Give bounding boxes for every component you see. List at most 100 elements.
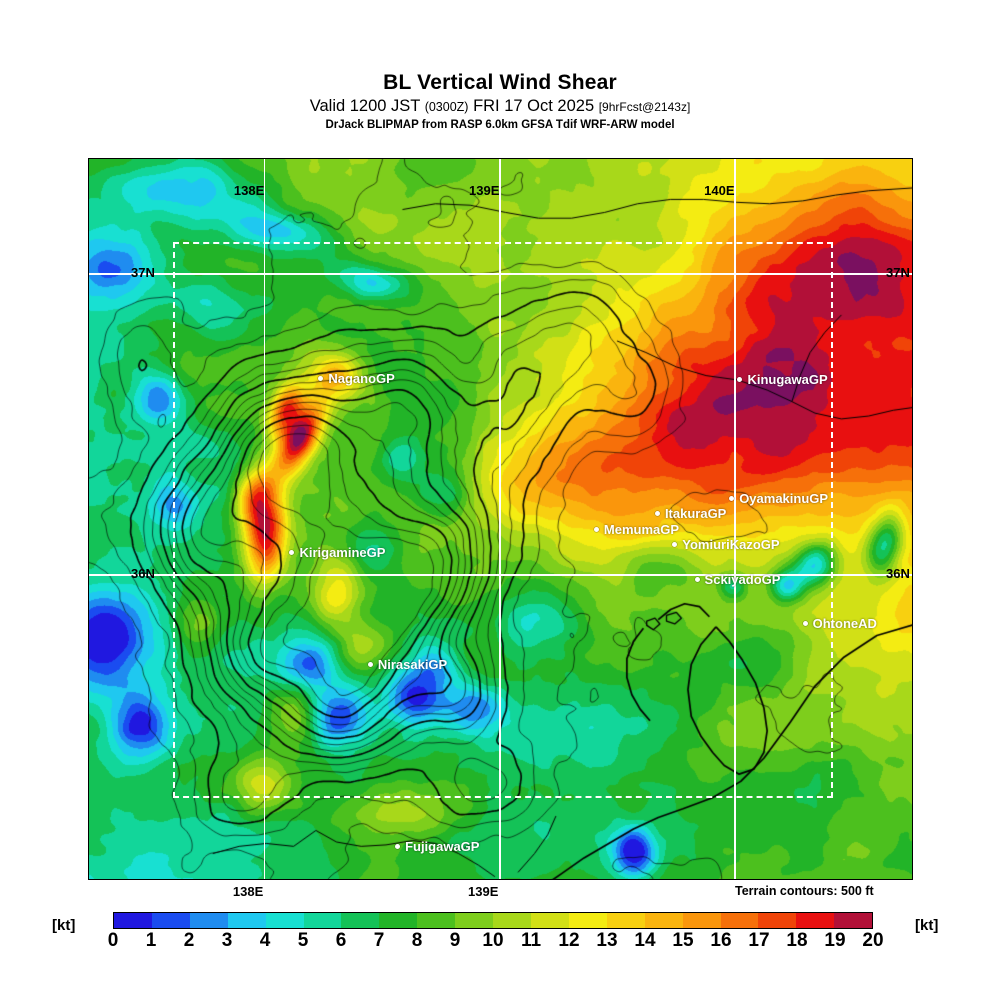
colorbar-tick-labels: 0 1 2 3 4 5 6 7 8 9 10 11 12 13 14 15 16 17 18 19 20 bbox=[108, 930, 884, 954]
waypoint-dot-icon bbox=[694, 577, 700, 583]
waypoint-label: MemumaGP bbox=[603, 521, 680, 537]
waypoint-kinugawagp[interactable]: KinugawaGP bbox=[737, 372, 828, 388]
waypoint-oyamakinugp[interactable]: OyamakinuGP bbox=[729, 491, 828, 506]
colorbar-tick-0: 0 bbox=[107, 930, 119, 951]
waypoint-label: FujigawaGP bbox=[405, 839, 480, 855]
valid-time-prefix: Valid 1200 JST bbox=[309, 97, 421, 115]
colorbar-tick-13: 13 bbox=[596, 930, 618, 951]
model-description: DrJack BLIPMAP from RASP 6.0km GFSA Tdif… bbox=[325, 119, 675, 131]
waypoint-sckiyadogp[interactable]: SckiyadoGP bbox=[694, 572, 781, 588]
colorbar-tick-7: 7 bbox=[373, 930, 385, 951]
colorbar-swatches[interactable] bbox=[113, 912, 873, 929]
graticule-parallel-0 bbox=[89, 273, 912, 275]
lat-label-right-36N: 36N bbox=[886, 566, 910, 582]
colorbar-swatch-19 bbox=[834, 913, 873, 928]
valid-time-utc: (0300Z) bbox=[424, 100, 469, 114]
weather-map[interactable]: 138E 139E 140E 37N 36N 37N 36N NaganoGP Kinugaw… bbox=[88, 158, 913, 880]
waypoint-ohtonead[interactable]: OhtoneAD bbox=[802, 616, 877, 632]
colorbar-tick-3: 3 bbox=[221, 930, 233, 951]
valid-date: FRI 17 Oct 2025 bbox=[473, 97, 595, 115]
colorbar-swatch-6 bbox=[341, 913, 380, 928]
waypoint-dot-icon bbox=[395, 844, 401, 850]
waypoint-dot-icon bbox=[654, 510, 660, 516]
colorbar-tick-8: 8 bbox=[411, 930, 423, 951]
lon-label-top-138E: 138E bbox=[233, 183, 265, 198]
lat-label-left-36N: 36N bbox=[131, 566, 155, 582]
waypoint-label: OhtoneAD bbox=[812, 616, 877, 632]
colorbar-swatch-16 bbox=[720, 913, 759, 928]
waypoint-memumagp[interactable]: MemumaGP bbox=[593, 521, 680, 537]
graticule-meridian-0 bbox=[263, 159, 266, 879]
title-block: BL Vertical Wind Shear Valid 1200 JST (0… bbox=[0, 72, 1000, 132]
colorbar-tick-9: 9 bbox=[449, 930, 461, 951]
colorbar-swatch-15 bbox=[682, 913, 721, 928]
colorbar-tick-4: 4 bbox=[259, 930, 271, 951]
colorbar-tick-11: 11 bbox=[520, 930, 542, 951]
lon-label-bottom-138E: 138E bbox=[232, 884, 264, 899]
waypoint-label: OyamakinuGP bbox=[739, 491, 829, 507]
colorbar-tick-6: 6 bbox=[335, 930, 347, 951]
lat-label-left-37N: 37N bbox=[131, 265, 155, 281]
colorbar-unit-left: [kt] bbox=[52, 917, 76, 934]
colorbar-tick-15: 15 bbox=[672, 930, 694, 951]
waypoint-dot-icon bbox=[729, 496, 735, 502]
waypoint-naganogp[interactable]: NaganoGP bbox=[318, 370, 395, 386]
colorbar-swatch-11 bbox=[530, 913, 569, 928]
colorbar-tick-19: 19 bbox=[824, 930, 846, 951]
colorbar-tick-10: 10 bbox=[482, 930, 504, 951]
page-title: BL Vertical Wind Shear bbox=[383, 71, 617, 94]
colorbar-swatch-7 bbox=[379, 913, 418, 928]
forecast-tag: [9hrFcst@2143z] bbox=[598, 100, 691, 114]
waypoint-label: KirigamineGP bbox=[299, 545, 386, 561]
waypoint-label: YomiuriKazoGP bbox=[682, 536, 780, 552]
colorbar-tick-2: 2 bbox=[183, 930, 195, 951]
colorbar-swatch-12 bbox=[568, 913, 607, 928]
lon-label-top-139E: 139E bbox=[469, 183, 500, 198]
colorbar-tick-20: 20 bbox=[862, 930, 884, 951]
waypoint-label: NaganoGP bbox=[328, 370, 395, 386]
waypoint-nirasakigp[interactable]: NirasakiGP bbox=[367, 657, 448, 673]
waypoint-yomiurikazogp[interactable]: YomiuriKazoGP bbox=[672, 536, 780, 552]
waypoint-dot-icon bbox=[289, 550, 295, 556]
lat-label-right-37N: 37N bbox=[886, 265, 910, 281]
colorbar-swatch-0 bbox=[114, 913, 152, 928]
waypoint-dot-icon bbox=[737, 377, 743, 383]
waypoint-dot-icon bbox=[672, 541, 678, 547]
valid-time-line: Valid 1200 JST (0300Z) FRI 17 Oct 2025 [… bbox=[0, 96, 1000, 117]
colorbar-tick-1: 1 bbox=[145, 930, 157, 951]
colorbar-tick-16: 16 bbox=[710, 930, 732, 951]
colorbar-swatch-17 bbox=[758, 913, 797, 928]
colorbar-tick-18: 18 bbox=[786, 930, 808, 951]
lon-label-bottom-139E: 139E bbox=[468, 884, 499, 899]
colorbar-swatch-4 bbox=[265, 913, 304, 928]
waypoint-dot-icon bbox=[367, 662, 373, 668]
colorbar-swatch-10 bbox=[493, 913, 531, 928]
colorbar-swatch-3 bbox=[227, 913, 266, 928]
waypoint-dot-icon bbox=[318, 375, 324, 381]
colorbar-tick-17: 17 bbox=[748, 930, 770, 951]
graticule-meridian-2 bbox=[734, 159, 736, 879]
colorbar-swatch-5 bbox=[303, 913, 342, 928]
colorbar-swatch-9 bbox=[455, 913, 494, 928]
lon-label-top-140E: 140E bbox=[704, 183, 735, 198]
colorbar-swatch-18 bbox=[796, 913, 835, 928]
colorbar-swatch-2 bbox=[189, 913, 228, 928]
graticule-parallel-1 bbox=[89, 574, 912, 576]
waypoint-label: KinugawaGP bbox=[747, 372, 828, 388]
colorbar-swatch-1 bbox=[151, 913, 190, 928]
waypoint-itakuragp[interactable]: ItakuraGP bbox=[654, 505, 727, 521]
waypoint-label: ItakuraGP bbox=[664, 505, 727, 521]
waypoint-label: SckiyadoGP bbox=[704, 572, 781, 588]
colorbar-swatch-14 bbox=[644, 913, 683, 928]
waypoint-fujigawagp[interactable]: FujigawaGP bbox=[395, 839, 479, 854]
colorbar-tick-14: 14 bbox=[634, 930, 656, 951]
waypoint-kirigaminegp[interactable]: KirigamineGP bbox=[289, 545, 385, 560]
forecast-domain-box bbox=[173, 242, 834, 798]
colorbar-swatch-13 bbox=[606, 913, 645, 928]
colorbar-tick-12: 12 bbox=[558, 930, 580, 951]
colorbar-tick-5: 5 bbox=[297, 930, 309, 951]
waypoint-dot-icon bbox=[593, 526, 599, 532]
waypoint-label: NirasakiGP bbox=[377, 657, 448, 673]
colorbar-swatch-8 bbox=[417, 913, 456, 928]
colorbar: [kt] 0 1 2 3 4 5 6 7 8 9 10 11 12 13 14 15 16 17 18 19 20 [k… bbox=[0, 905, 1000, 960]
